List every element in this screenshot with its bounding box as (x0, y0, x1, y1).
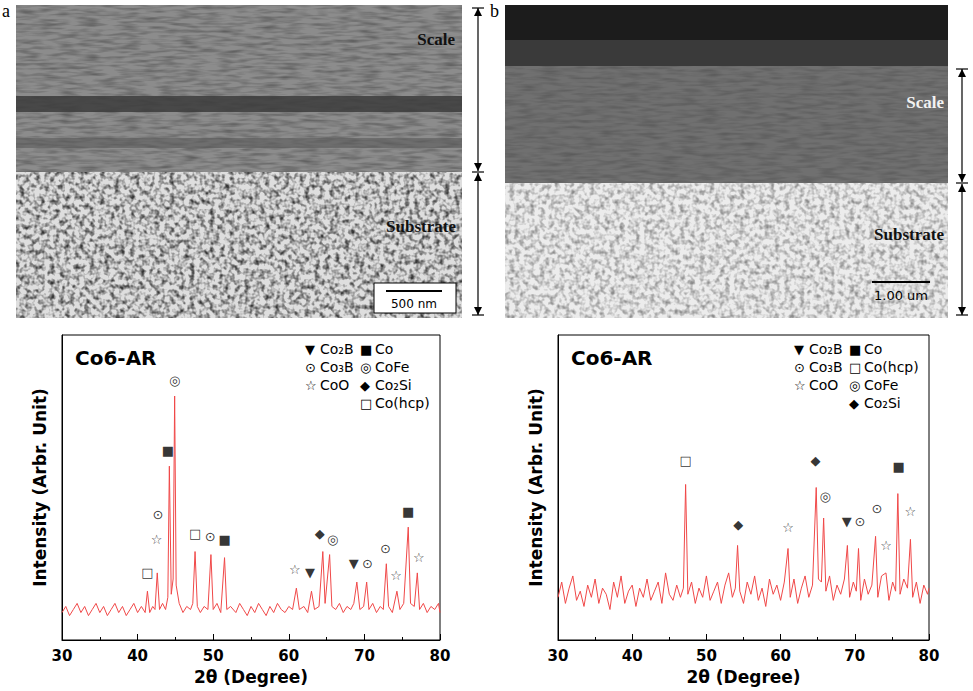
svg-text:80: 80 (430, 647, 451, 665)
svg-text:□: □ (141, 565, 153, 580)
svg-text:▼: ▼ (349, 556, 359, 571)
svg-text:■: ■ (162, 443, 174, 458)
svg-text:▼: ▼ (842, 514, 852, 529)
svg-text:◎: ◎ (849, 378, 860, 393)
svg-text:⊙: ⊙ (362, 556, 373, 571)
svg-text:CoO: CoO (320, 377, 349, 393)
svg-text:■: ■ (402, 504, 414, 519)
svg-text:◆: ◆ (360, 378, 370, 393)
svg-text:☆: ☆ (289, 562, 301, 577)
svg-text:⊙: ⊙ (380, 541, 391, 556)
svg-text:◆: ◆ (733, 517, 743, 532)
svg-text:CoFe: CoFe (375, 359, 409, 375)
svg-text:2θ (Degree): 2θ (Degree) (194, 667, 308, 687)
svg-text:☆: ☆ (782, 520, 794, 535)
svg-text:☆: ☆ (794, 378, 806, 393)
svg-text:■: ■ (218, 532, 230, 547)
svg-text:Co6-AR: Co6-AR (571, 346, 653, 370)
svg-text:□: □ (360, 396, 372, 411)
svg-text:1.00 um: 1.00 um (874, 288, 928, 303)
svg-text:80: 80 (919, 647, 940, 665)
svg-text:500 nm: 500 nm (391, 297, 437, 311)
svg-text:Co(hcp): Co(hcp) (864, 359, 919, 375)
svg-text:□: □ (189, 526, 201, 541)
svg-text:Co₂Si: Co₂Si (864, 395, 901, 411)
svg-text:Substrate: Substrate (874, 225, 944, 244)
svg-text:a: a (2, 1, 10, 21)
svg-text:Co: Co (864, 341, 882, 357)
svg-text:◆: ◆ (315, 526, 325, 541)
svg-text:☆: ☆ (905, 504, 917, 519)
svg-text:⊙: ⊙ (205, 529, 216, 544)
svg-text:▼: ▼ (794, 342, 804, 357)
svg-text:30: 30 (52, 647, 73, 665)
svg-text:40: 40 (127, 647, 148, 665)
svg-text:Co₂B: Co₂B (320, 341, 354, 357)
svg-text:⊙: ⊙ (872, 501, 883, 516)
svg-text:☆: ☆ (151, 532, 163, 547)
svg-text:40: 40 (622, 647, 643, 665)
svg-text:☆: ☆ (880, 538, 892, 553)
svg-text:□: □ (849, 360, 861, 375)
svg-text:☆: ☆ (390, 568, 402, 583)
svg-text:50: 50 (203, 647, 224, 665)
svg-text:Co: Co (375, 341, 393, 357)
svg-text:70: 70 (844, 647, 865, 665)
svg-text:Intensity (Arbr. Unit): Intensity (Arbr. Unit) (526, 388, 546, 587)
svg-text:◎: ◎ (327, 532, 338, 547)
svg-text:⊙: ⊙ (153, 507, 164, 522)
svg-text:☆: ☆ (413, 550, 425, 565)
svg-text:Co₃B: Co₃B (320, 359, 354, 375)
svg-text:30: 30 (548, 647, 569, 665)
svg-text:CoO: CoO (809, 377, 838, 393)
svg-text:◎: ◎ (360, 360, 371, 375)
svg-text:▼: ▼ (305, 565, 315, 580)
svg-text:Intensity (Arbr. Unit): Intensity (Arbr. Unit) (30, 388, 50, 587)
svg-text:■: ■ (360, 342, 372, 357)
svg-text:□: □ (679, 453, 691, 468)
svg-text:◎: ◎ (169, 373, 180, 388)
svg-text:Co(hcp): Co(hcp) (375, 395, 430, 411)
svg-text:◆: ◆ (849, 396, 859, 411)
svg-text:⊙: ⊙ (855, 514, 866, 529)
svg-text:Substrate: Substrate (386, 217, 456, 236)
svg-text:CoFe: CoFe (864, 377, 898, 393)
svg-text:▼: ▼ (305, 342, 315, 357)
svg-text:◆: ◆ (810, 453, 820, 468)
svg-text:☆: ☆ (305, 378, 317, 393)
svg-text:■: ■ (849, 342, 861, 357)
svg-text:b: b (490, 1, 499, 21)
svg-text:⊙: ⊙ (305, 360, 316, 375)
svg-text:◎: ◎ (819, 489, 830, 504)
svg-text:⊙: ⊙ (794, 360, 805, 375)
svg-text:60: 60 (770, 647, 791, 665)
svg-text:50: 50 (696, 647, 717, 665)
svg-text:■: ■ (892, 459, 904, 474)
svg-text:2θ (Degree): 2θ (Degree) (686, 667, 800, 687)
svg-text:Scale: Scale (417, 30, 455, 49)
svg-text:Co₂B: Co₂B (809, 341, 843, 357)
svg-text:Co6-AR: Co6-AR (75, 346, 157, 370)
svg-text:Scale: Scale (906, 93, 944, 112)
svg-text:60: 60 (278, 647, 299, 665)
svg-text:Co₃B: Co₃B (809, 359, 843, 375)
svg-text:Co₂Si: Co₂Si (375, 377, 412, 393)
svg-text:70: 70 (354, 647, 375, 665)
